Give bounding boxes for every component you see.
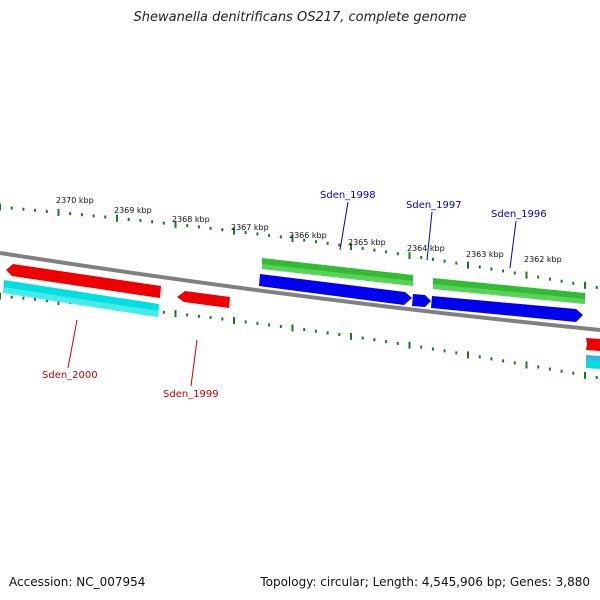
cds-bar-sden-2000-highlight (3, 287, 158, 317)
footer-summary: Topology: circular; Length: 4,545,906 bp… (260, 575, 590, 589)
scale-label-2367: 2367 kbp (231, 223, 269, 232)
length-value: 4,545,906 bp (421, 575, 502, 589)
scale-label-2362: 2362 kbp (524, 255, 562, 264)
scale-label-2364: 2364 kbp (407, 244, 445, 253)
length-label: Length: (372, 575, 419, 589)
leader-sden-1998 (339, 201, 349, 251)
genes-value: 3,880 (555, 575, 590, 589)
scale-ticks-outer (0, 203, 598, 289)
gene-arrow-sden-1998[interactable] (259, 274, 412, 305)
gene-label-sden-1998[interactable]: Sden_1998 (320, 190, 376, 201)
gene-arrow-sden-1999[interactable] (177, 291, 230, 308)
leader-sden-1999 (190, 339, 198, 387)
leader-sden-1997 (426, 211, 433, 261)
accession-value: NC_007954 (76, 575, 146, 589)
leader-sden-1996 (509, 220, 517, 269)
reverse-genes (6, 264, 230, 308)
topology-value: circular (320, 575, 365, 589)
reverse-cds-track (3, 280, 600, 369)
gene-leaders (67, 201, 517, 387)
genes-label: Genes: (509, 575, 552, 589)
gene-arrow-sden-2000[interactable] (6, 264, 161, 298)
genome-title: Shewanella denitrificans OS217, complete… (133, 10, 467, 25)
cds-bar-edge-right-highlight (586, 355, 600, 361)
topology-label: Topology: (260, 575, 317, 589)
scale-label-2363: 2363 kbp (466, 250, 504, 259)
gene-arrow-sden-1996[interactable] (431, 296, 583, 322)
cds-bar-sden-1998-highlight (262, 264, 413, 286)
forward-cds-track (262, 258, 585, 304)
scale-label-2365: 2365 kbp (348, 238, 386, 247)
gene-label-sden-2000[interactable]: Sden_2000 (42, 370, 98, 381)
scale-label-2369: 2369 kbp (114, 206, 152, 215)
scale-label-2370: 2370 kbp (56, 196, 94, 205)
scale-labels: 2370 kbp 2369 kbp 2368 kbp 2367 kbp 2366… (56, 196, 562, 264)
gene-arrow-edge-right[interactable] (586, 338, 600, 351)
genome-backbone (0, 251, 600, 332)
gene-label-sden-1999[interactable]: Sden_1999 (163, 389, 219, 400)
gene-arrow-sden-1997[interactable] (412, 294, 431, 307)
gene-label-sden-1997[interactable]: Sden_1997 (406, 200, 462, 211)
gene-label-sden-1996[interactable]: Sden_1996 (491, 209, 547, 220)
scale-label-2368: 2368 kbp (172, 215, 210, 224)
forward-genes (259, 274, 600, 351)
leader-sden-2000 (67, 319, 78, 369)
footer-accession: Accession: NC_007954 (9, 575, 145, 589)
cds-bar-sden-1996-highlight (433, 284, 585, 304)
accession-label: Accession: (9, 575, 73, 589)
scale-label-2366: 2366 kbp (289, 231, 327, 240)
gene-labels: Sden_1998 Sden_1997 Sden_1996 Sden_2000 … (42, 190, 547, 400)
